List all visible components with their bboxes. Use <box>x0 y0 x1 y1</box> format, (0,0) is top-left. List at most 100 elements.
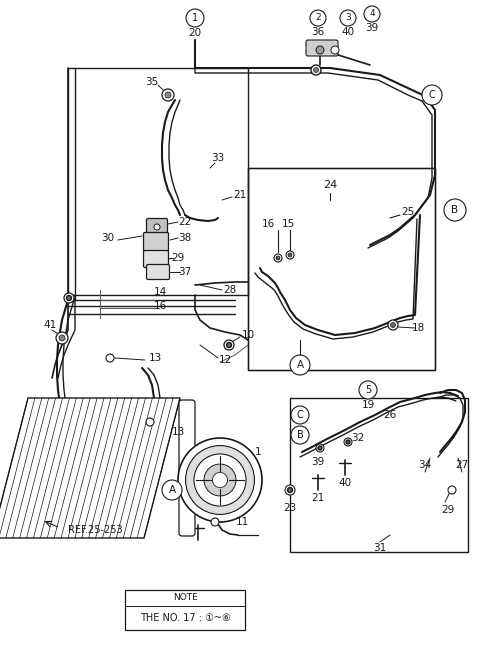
Circle shape <box>291 406 309 424</box>
Circle shape <box>359 381 377 399</box>
Text: 11: 11 <box>235 517 249 527</box>
Text: THE NO. 17 : ①~⑥: THE NO. 17 : ①~⑥ <box>140 613 230 623</box>
Circle shape <box>186 9 204 27</box>
Text: 33: 33 <box>211 153 225 163</box>
Text: 29: 29 <box>442 505 455 515</box>
Circle shape <box>276 256 280 260</box>
Circle shape <box>422 85 442 105</box>
Text: 31: 31 <box>373 543 386 553</box>
Circle shape <box>340 10 356 26</box>
Text: 27: 27 <box>456 460 468 470</box>
Circle shape <box>285 485 295 495</box>
Bar <box>290 398 468 552</box>
Text: 24: 24 <box>323 180 337 190</box>
Circle shape <box>59 335 65 341</box>
FancyBboxPatch shape <box>146 218 168 236</box>
Text: 22: 22 <box>179 217 192 227</box>
Text: 36: 36 <box>312 27 324 37</box>
Text: 30: 30 <box>101 233 115 243</box>
Text: A: A <box>297 360 303 370</box>
Text: 13: 13 <box>148 353 162 363</box>
Bar <box>125 590 245 630</box>
Circle shape <box>106 354 114 362</box>
Text: 1: 1 <box>255 447 261 457</box>
Text: 40: 40 <box>341 27 355 37</box>
Text: 32: 32 <box>351 433 365 443</box>
Circle shape <box>154 224 160 230</box>
Text: 21: 21 <box>312 493 324 503</box>
FancyBboxPatch shape <box>144 232 168 251</box>
Circle shape <box>204 464 236 496</box>
Circle shape <box>288 253 292 257</box>
Circle shape <box>224 340 234 350</box>
Text: 16: 16 <box>154 301 167 311</box>
Circle shape <box>311 65 321 75</box>
Circle shape <box>67 295 72 300</box>
Circle shape <box>388 320 398 330</box>
Circle shape <box>162 89 174 101</box>
Text: 41: 41 <box>43 320 57 330</box>
Circle shape <box>162 480 182 500</box>
Circle shape <box>310 10 326 26</box>
Text: A: A <box>168 485 176 495</box>
Circle shape <box>290 355 310 375</box>
Circle shape <box>364 6 380 22</box>
Circle shape <box>331 46 339 54</box>
Text: B: B <box>451 205 458 215</box>
Circle shape <box>213 472 228 487</box>
Text: 10: 10 <box>241 330 254 340</box>
Text: 19: 19 <box>361 400 374 410</box>
Text: 39: 39 <box>365 23 379 33</box>
Text: B: B <box>297 430 303 440</box>
Circle shape <box>165 92 171 98</box>
Text: 26: 26 <box>384 410 396 420</box>
Text: 13: 13 <box>171 427 185 437</box>
Circle shape <box>227 342 231 348</box>
Text: 4: 4 <box>369 9 375 18</box>
Circle shape <box>316 444 324 452</box>
Bar <box>68 68 248 295</box>
Text: 16: 16 <box>262 219 275 229</box>
Text: 37: 37 <box>179 267 192 277</box>
Text: 1: 1 <box>192 13 198 23</box>
Text: C: C <box>429 90 435 100</box>
Text: 23: 23 <box>283 503 297 513</box>
Text: 29: 29 <box>171 253 185 263</box>
Text: 14: 14 <box>154 287 167 297</box>
Circle shape <box>344 438 352 446</box>
Text: 25: 25 <box>401 207 415 217</box>
Text: 38: 38 <box>179 233 192 243</box>
Circle shape <box>194 454 246 506</box>
Circle shape <box>286 251 294 259</box>
Text: NOTE: NOTE <box>173 594 197 602</box>
Text: 12: 12 <box>218 355 232 365</box>
FancyBboxPatch shape <box>306 40 338 56</box>
Circle shape <box>448 486 456 494</box>
Circle shape <box>211 518 219 526</box>
FancyBboxPatch shape <box>179 400 195 536</box>
Polygon shape <box>0 398 180 538</box>
Text: 15: 15 <box>281 219 295 229</box>
FancyBboxPatch shape <box>146 264 169 279</box>
Circle shape <box>64 293 74 303</box>
Text: C: C <box>297 410 303 420</box>
Text: 5: 5 <box>365 385 371 395</box>
Text: 21: 21 <box>233 190 247 200</box>
Circle shape <box>346 440 350 444</box>
Circle shape <box>146 418 154 426</box>
Text: 39: 39 <box>312 457 324 467</box>
Circle shape <box>291 426 309 444</box>
Circle shape <box>186 445 254 514</box>
Text: 2: 2 <box>315 14 321 22</box>
Text: 28: 28 <box>223 285 237 295</box>
Text: 3: 3 <box>345 14 351 22</box>
Circle shape <box>178 438 262 522</box>
Text: 34: 34 <box>419 460 432 470</box>
Circle shape <box>318 446 322 450</box>
Circle shape <box>288 487 292 493</box>
Text: 18: 18 <box>411 323 425 333</box>
Circle shape <box>444 199 466 221</box>
Circle shape <box>274 254 282 262</box>
FancyBboxPatch shape <box>144 251 168 268</box>
Circle shape <box>56 332 68 344</box>
